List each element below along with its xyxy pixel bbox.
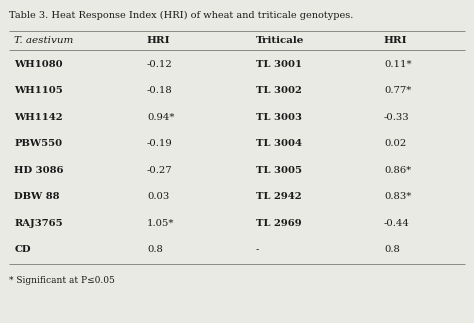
Text: HRI: HRI [384, 36, 408, 45]
Text: HRI: HRI [147, 36, 171, 45]
Text: -0.44: -0.44 [384, 219, 410, 228]
Text: T. aestivum: T. aestivum [14, 36, 73, 45]
Text: 0.8: 0.8 [147, 245, 163, 254]
Text: Table 3. Heat Response Index (HRI) of wheat and triticale genotypes.: Table 3. Heat Response Index (HRI) of wh… [9, 11, 354, 20]
Text: -0.12: -0.12 [147, 60, 173, 69]
Text: -0.19: -0.19 [147, 139, 173, 148]
Text: TL 3005: TL 3005 [256, 166, 302, 175]
Text: Triticale: Triticale [256, 36, 304, 45]
Text: 0.94*: 0.94* [147, 113, 174, 122]
Text: 0.11*: 0.11* [384, 60, 411, 69]
Text: CD: CD [14, 245, 31, 254]
Text: -: - [256, 245, 259, 254]
Text: TL 3004: TL 3004 [256, 139, 302, 148]
Text: TL 3003: TL 3003 [256, 113, 302, 122]
Text: TL 3001: TL 3001 [256, 60, 302, 69]
Text: RAJ3765: RAJ3765 [14, 219, 63, 228]
Text: WH1080: WH1080 [14, 60, 63, 69]
Text: WH1142: WH1142 [14, 113, 63, 122]
Text: 1.05*: 1.05* [147, 219, 174, 228]
Text: WH1105: WH1105 [14, 86, 63, 95]
Text: -0.27: -0.27 [147, 166, 173, 175]
Text: TL 3002: TL 3002 [256, 86, 302, 95]
Text: -0.33: -0.33 [384, 113, 410, 122]
Text: HD 3086: HD 3086 [14, 166, 64, 175]
Text: 0.83*: 0.83* [384, 192, 411, 201]
Text: * Significant at P≤0.05: * Significant at P≤0.05 [9, 276, 115, 286]
Text: -0.18: -0.18 [147, 86, 173, 95]
Text: 0.02: 0.02 [384, 139, 406, 148]
Text: 0.03: 0.03 [147, 192, 169, 201]
Text: 0.77*: 0.77* [384, 86, 411, 95]
Text: DBW 88: DBW 88 [14, 192, 60, 201]
Text: TL 2942: TL 2942 [256, 192, 301, 201]
Text: TL 2969: TL 2969 [256, 219, 301, 228]
Text: 0.8: 0.8 [384, 245, 400, 254]
Text: PBW550: PBW550 [14, 139, 63, 148]
Text: 0.86*: 0.86* [384, 166, 411, 175]
